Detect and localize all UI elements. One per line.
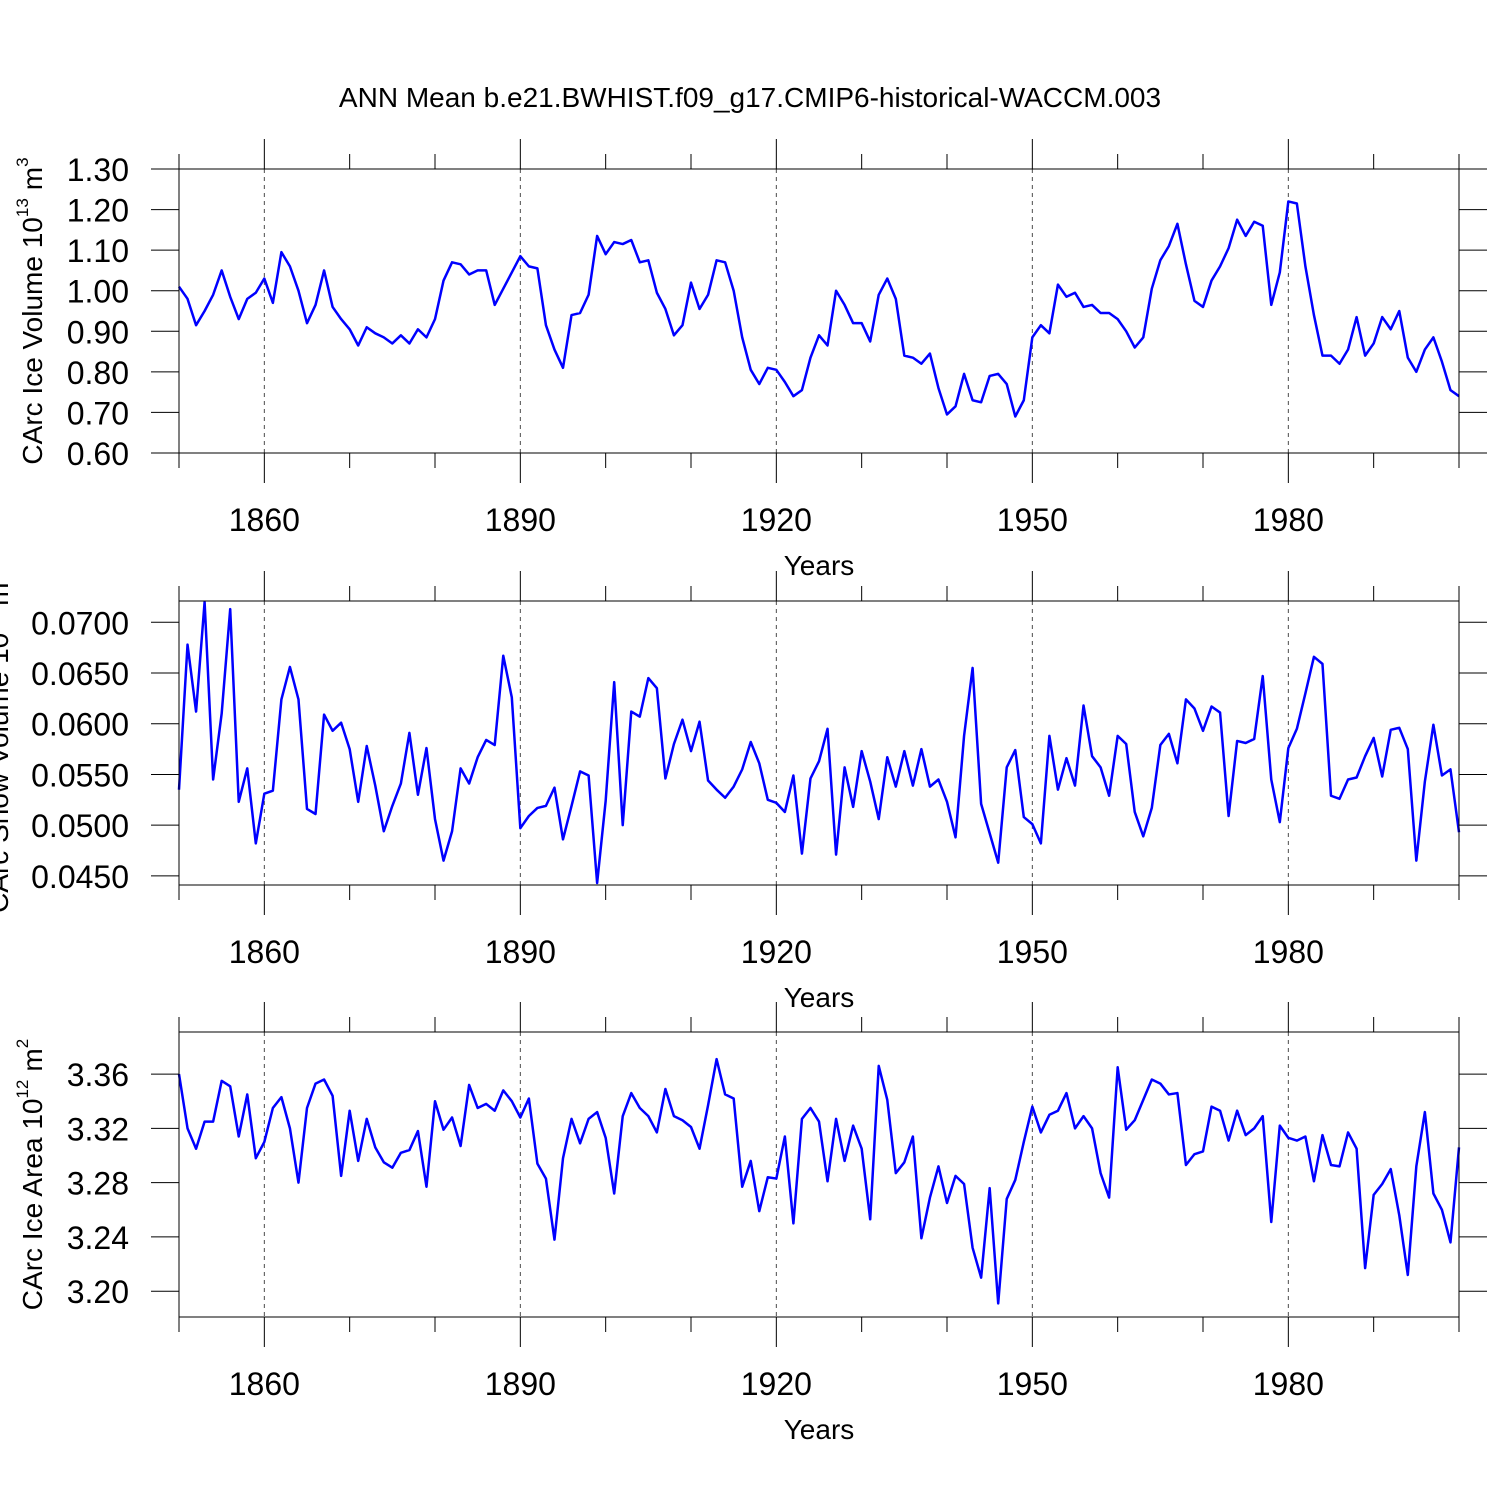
y-axis-label: CArc Ice Area 1012 m2 xyxy=(13,1039,48,1310)
data-line xyxy=(177,600,1461,885)
y-tick-label: 0.90 xyxy=(67,314,129,350)
x-tick-label: 1920 xyxy=(741,934,812,970)
y-axis-label-unit: m xyxy=(17,167,48,190)
y-tick-label: 3.20 xyxy=(67,1274,129,1310)
y-axis-label-unit-exponent: 3 xyxy=(13,157,32,166)
y-axis-label-unit: m xyxy=(0,583,14,606)
x-tick-label: 1890 xyxy=(485,1366,556,1402)
y-axis-label-unit-exponent: 2 xyxy=(13,1039,32,1048)
chart-title: ANN Mean b.e21.BWHIST.f09_g17.CMIP6-hist… xyxy=(339,82,1161,113)
y-tick-label: 0.0700 xyxy=(31,605,129,641)
x-tick-label: 1920 xyxy=(741,1366,812,1402)
y-axis-label-text: CArc Snow Volume 10 xyxy=(0,633,14,913)
y-axis-label: CArc Ice Volume 1013 m3 xyxy=(13,157,48,464)
x-axis-label: Years xyxy=(784,982,855,1013)
x-tick-label: 1980 xyxy=(1253,502,1324,538)
y-tick-label: 0.80 xyxy=(67,355,129,391)
y-tick-label: 0.0600 xyxy=(31,707,129,743)
x-tick-label: 1890 xyxy=(485,934,556,970)
plot-frame xyxy=(178,1031,1460,1318)
x-tick-label: 1860 xyxy=(229,1366,300,1402)
y-tick-label: 3.24 xyxy=(67,1220,129,1256)
y-tick-label: 1.10 xyxy=(67,233,129,269)
y-axis-label-text: CArc Ice Area 10 xyxy=(17,1099,48,1311)
x-tick-label: 1920 xyxy=(741,502,812,538)
y-tick-label: 1.30 xyxy=(67,152,129,188)
x-tick-label: 1980 xyxy=(1253,934,1324,970)
x-tick-label: 1860 xyxy=(229,934,300,970)
x-axis-label: Years xyxy=(784,550,855,581)
x-axis-label: Years xyxy=(784,1414,855,1445)
y-tick-label: 0.60 xyxy=(67,436,129,472)
y-tick-label: 3.32 xyxy=(67,1111,129,1147)
x-tick-label: 1950 xyxy=(997,1366,1068,1402)
y-axis-label-text: CArc Ice Volume 10 xyxy=(17,217,48,464)
y-tick-label: 1.20 xyxy=(67,193,129,229)
y-axis-label: CArc Snow Volume 1013m3 xyxy=(0,573,14,913)
y-tick-label: 0.70 xyxy=(67,395,129,431)
y-tick-label: 3.28 xyxy=(67,1166,129,1202)
y-tick-label: 0.0650 xyxy=(31,656,129,692)
x-tick-label: 1860 xyxy=(229,502,300,538)
y-tick-label: 0.0450 xyxy=(31,859,129,895)
y-tick-label: 0.0500 xyxy=(31,808,129,844)
x-tick-label: 1950 xyxy=(997,934,1068,970)
data-line xyxy=(177,200,1460,418)
y-tick-label: 1.00 xyxy=(67,274,129,310)
x-tick-label: 1890 xyxy=(485,502,556,538)
y-axis-label-exponent: 13 xyxy=(13,198,32,217)
x-tick-label: 1950 xyxy=(997,502,1068,538)
data-line xyxy=(177,1057,1461,1305)
y-tick-label: 3.36 xyxy=(67,1057,129,1093)
plot-frame xyxy=(178,600,1460,886)
y-axis-label-unit: m xyxy=(17,1048,48,1071)
y-tick-label: 0.0550 xyxy=(31,757,129,793)
x-tick-label: 1980 xyxy=(1253,1366,1324,1402)
plot-frame xyxy=(178,168,1460,454)
y-axis-label-exponent: 12 xyxy=(13,1080,32,1099)
